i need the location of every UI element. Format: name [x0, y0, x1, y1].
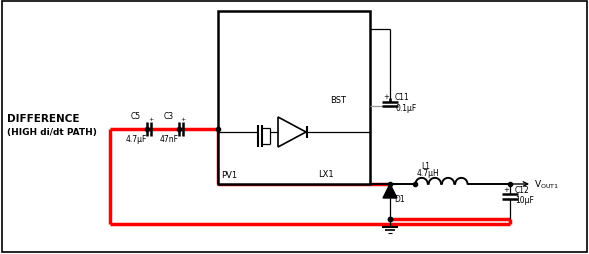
Text: +: + — [180, 117, 186, 121]
Bar — [218, 12, 370, 184]
Text: V$_{\mathsf{OUT1}}$: V$_{\mathsf{OUT1}}$ — [534, 178, 559, 190]
Text: +: + — [503, 186, 509, 192]
Text: 4.7µH: 4.7µH — [417, 168, 440, 177]
Text: 47nF: 47nF — [160, 134, 178, 144]
Text: C5: C5 — [131, 112, 141, 121]
Text: LX1: LX1 — [318, 169, 333, 178]
Text: +: + — [383, 94, 389, 100]
Text: C3: C3 — [164, 112, 174, 121]
Text: BST: BST — [330, 96, 346, 105]
Text: (HIGH di/dt PATH): (HIGH di/dt PATH) — [7, 128, 97, 136]
Text: 4.7µF: 4.7µF — [125, 134, 147, 144]
Text: L1: L1 — [421, 161, 430, 170]
Text: C12: C12 — [515, 185, 530, 194]
Text: 0.1µF: 0.1µF — [395, 104, 416, 113]
Text: C11: C11 — [395, 93, 410, 102]
Text: D1: D1 — [394, 194, 405, 203]
Text: 10µF: 10µF — [515, 195, 534, 204]
Text: DIFFERENCE: DIFFERENCE — [7, 114, 80, 123]
Text: +: + — [148, 117, 153, 121]
Polygon shape — [383, 184, 397, 198]
Text: PV1: PV1 — [221, 170, 237, 179]
